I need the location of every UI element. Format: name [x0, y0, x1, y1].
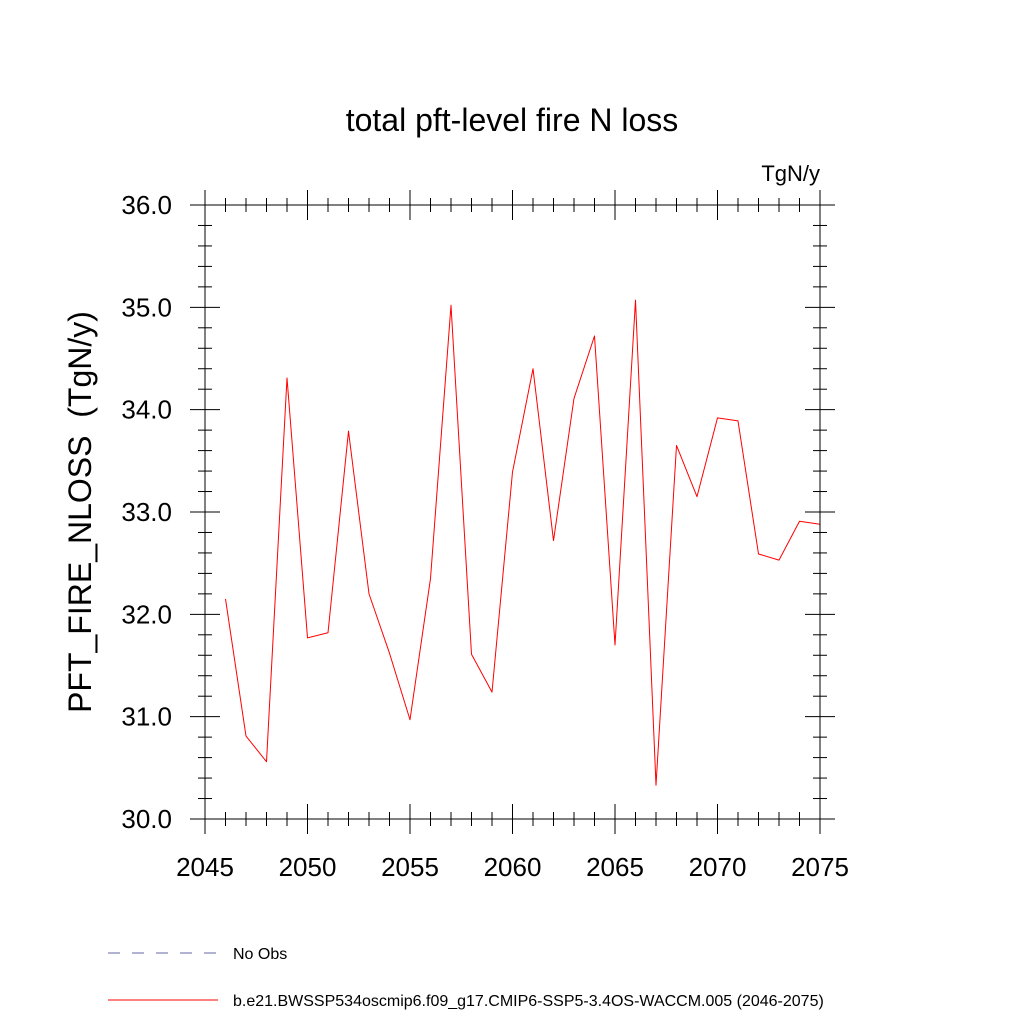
series-lines [225, 299, 821, 786]
chart-title: total pft-level fire N loss [346, 102, 679, 138]
y-tick-label: 31.0 [121, 702, 172, 732]
x-tick-labels: 2045 2050 2055 2060 2065 2070 2075 [176, 852, 849, 882]
y-tick-label: 34.0 [121, 395, 172, 425]
y-tick-label: 30.0 [121, 804, 172, 834]
legend-obs-label: No Obs [233, 946, 287, 963]
y-tick-label: 33.0 [121, 497, 172, 527]
x-tick-label: 2060 [484, 852, 542, 882]
units-label: TgN/y [761, 161, 820, 186]
y-tick-label: 32.0 [121, 599, 172, 629]
x-tick-label: 2055 [381, 852, 439, 882]
x-tick-label: 2075 [791, 852, 849, 882]
y-tick-labels: 30.0 31.0 32.0 33.0 34.0 35.0 36.0 [121, 190, 172, 834]
x-tick-label: 2050 [279, 852, 337, 882]
legend-run-label: b.e21.BWSSP534oscmip6.f09_g17.CMIP6-SSP5… [233, 993, 824, 1010]
axis-ticks [190, 190, 835, 834]
legend: No Obs b.e21.BWSSP534oscmip6.f09_g17.CMI… [108, 946, 824, 1010]
series-line-0 [225, 299, 821, 786]
y-axis-label: PFT_FIRE_NLOSS (TgN/y) [62, 311, 98, 713]
y-tick-label: 35.0 [121, 292, 172, 322]
y-tick-label: 36.0 [121, 190, 172, 220]
x-tick-label: 2070 [689, 852, 747, 882]
x-tick-label: 2065 [586, 852, 644, 882]
x-tick-label: 2045 [176, 852, 234, 882]
plot-frame [204, 204, 821, 820]
